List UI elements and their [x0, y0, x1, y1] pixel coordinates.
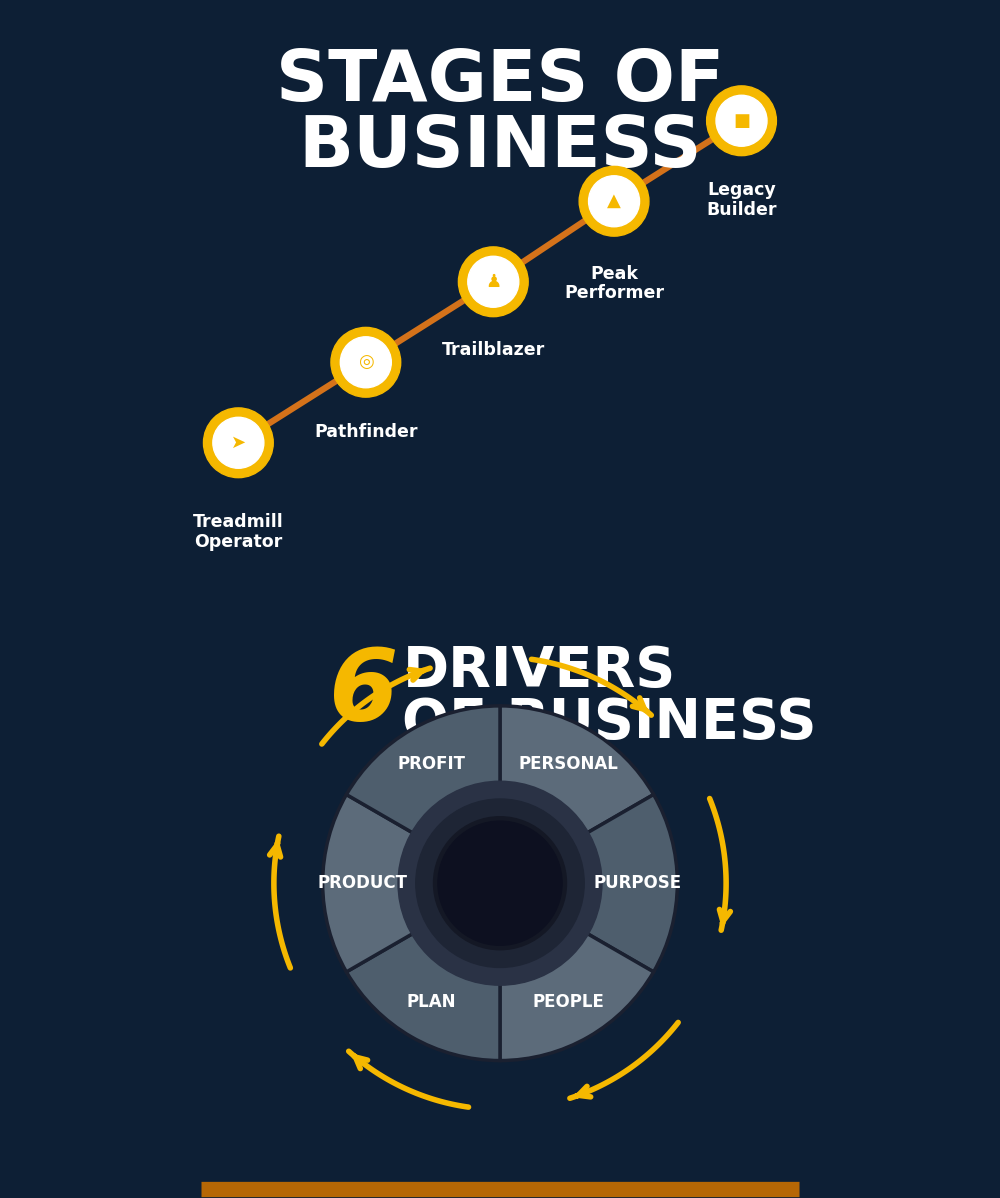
Circle shape	[398, 781, 602, 985]
Circle shape	[203, 407, 273, 478]
Wedge shape	[346, 914, 500, 1060]
Circle shape	[438, 821, 562, 945]
Text: PLAN: PLAN	[407, 993, 456, 1011]
Text: DRIVERS
OF BUSINESS: DRIVERS OF BUSINESS	[402, 643, 817, 750]
Wedge shape	[554, 794, 677, 972]
Circle shape	[331, 327, 401, 398]
Text: Pathfinder: Pathfinder	[314, 423, 418, 441]
Text: ▲: ▲	[607, 192, 621, 211]
Circle shape	[589, 176, 640, 226]
Circle shape	[340, 337, 391, 388]
Wedge shape	[500, 914, 654, 1060]
Text: PROFIT: PROFIT	[397, 755, 465, 773]
Text: PERSONAL: PERSONAL	[519, 755, 619, 773]
Circle shape	[707, 86, 776, 156]
Text: ■: ■	[733, 111, 750, 129]
Text: Peak
Performer: Peak Performer	[564, 265, 664, 302]
Wedge shape	[346, 706, 500, 852]
Text: PEOPLE: PEOPLE	[533, 993, 605, 1011]
Wedge shape	[323, 794, 446, 972]
Text: Treadmill
Operator: Treadmill Operator	[193, 513, 284, 551]
Circle shape	[579, 167, 649, 236]
Circle shape	[416, 799, 584, 968]
Text: PURPOSE: PURPOSE	[593, 875, 682, 893]
Text: 6: 6	[328, 643, 397, 740]
Text: ♟: ♟	[485, 273, 501, 291]
Text: PRODUCT: PRODUCT	[318, 875, 408, 893]
Text: ➤: ➤	[231, 434, 246, 452]
Wedge shape	[500, 706, 654, 852]
Text: Trailblazer: Trailblazer	[442, 340, 545, 359]
Circle shape	[468, 256, 519, 307]
Circle shape	[458, 247, 528, 316]
Circle shape	[213, 417, 264, 468]
Circle shape	[433, 817, 567, 950]
Circle shape	[716, 96, 767, 146]
Text: STAGES OF
BUSINESS: STAGES OF BUSINESS	[276, 47, 724, 182]
Text: Legacy
Builder: Legacy Builder	[706, 181, 777, 218]
Text: ◎: ◎	[358, 353, 374, 371]
